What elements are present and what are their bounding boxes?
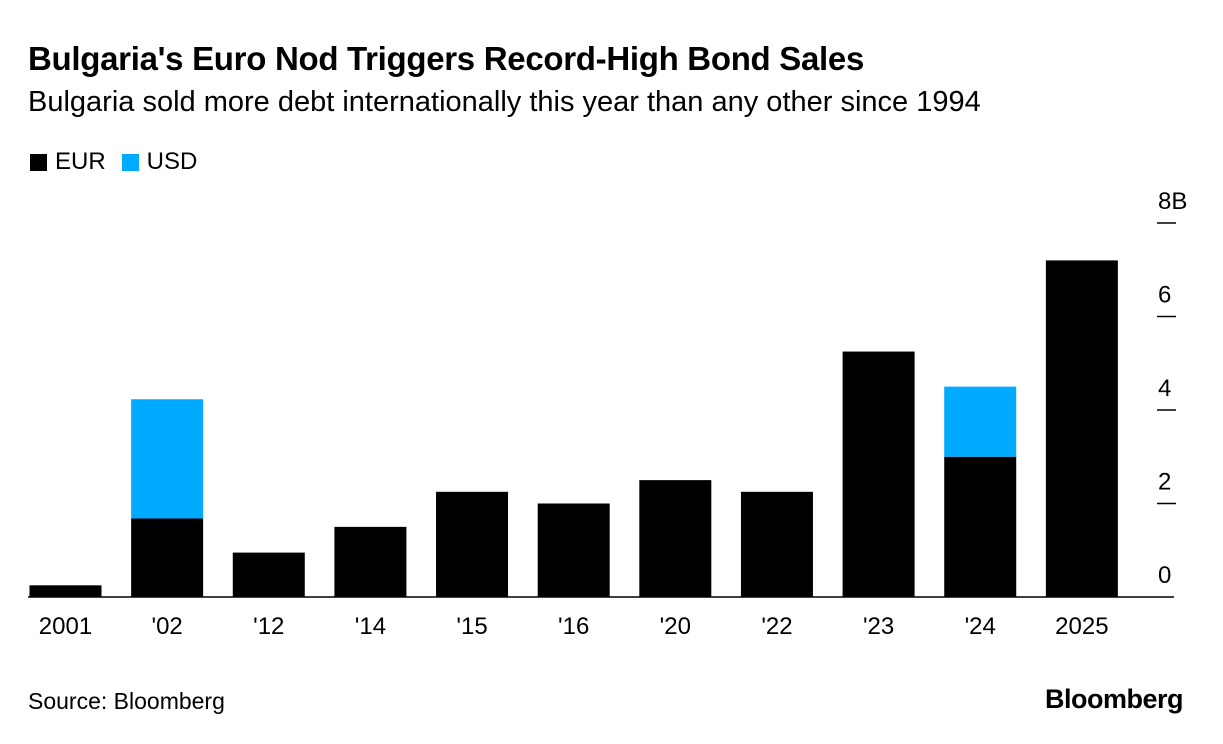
legend-label-usd: USD	[146, 148, 198, 175]
bar-eur-0	[29, 585, 102, 597]
x-tick-label: 2025	[1055, 613, 1108, 640]
bar-eur-2	[232, 552, 305, 597]
source-note: Source: Bloomberg	[28, 688, 225, 714]
x-tick-label: 2001	[39, 613, 92, 640]
bar-eur-1	[131, 518, 204, 597]
bar-usd-1	[131, 399, 204, 519]
bar-eur-5	[537, 503, 610, 597]
x-tick-label: '16	[558, 613, 589, 640]
legend-item-usd: USD	[121, 148, 198, 176]
bar-eur-10	[1045, 260, 1118, 597]
y-tick-label: 8B	[1158, 188, 1187, 215]
chart-title: Bulgaria's Euro Nod Triggers Record-High…	[28, 40, 865, 77]
legend-swatch-usd	[121, 153, 139, 171]
legend-label-eur: EUR	[55, 148, 106, 175]
bar-eur-6	[639, 480, 712, 597]
y-tick-label: 0	[1158, 562, 1171, 589]
bar-eur-9	[944, 456, 1017, 597]
x-tick-label: '22	[761, 613, 792, 640]
y-tick-label: 6	[1158, 282, 1171, 309]
y-tick-label: 2	[1158, 469, 1171, 496]
x-tick-label: '23	[863, 613, 894, 640]
legend-item-eur: EUR	[30, 148, 106, 176]
bar-eur-4	[436, 491, 509, 597]
x-tick-label: '20	[660, 613, 691, 640]
x-tick-label: '24	[965, 613, 996, 640]
bloomberg-logo: Bloomberg	[1044, 684, 1184, 714]
chart-subtitle: Bulgaria sold more debt internationally …	[28, 86, 981, 118]
x-tick-label: '15	[456, 613, 487, 640]
bar-usd-9	[944, 386, 1017, 457]
y-tick-label: 4	[1158, 375, 1171, 402]
x-tick-label: '02	[151, 613, 182, 640]
bar-eur-7	[740, 491, 813, 597]
x-tick-label: '14	[355, 613, 386, 640]
bar-eur-8	[842, 351, 915, 597]
legend-swatch-eur	[30, 153, 47, 171]
bar-eur-3	[334, 526, 407, 597]
legend: EUR USD	[30, 148, 213, 176]
x-tick-label: '12	[253, 613, 284, 640]
